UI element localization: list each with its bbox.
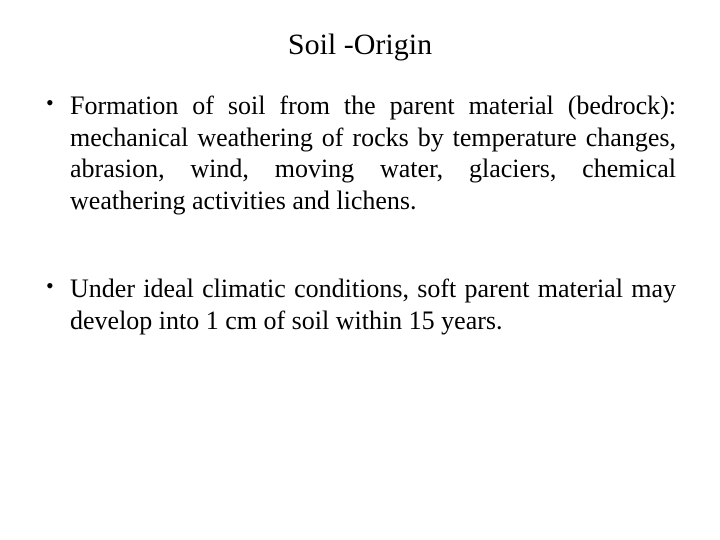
bullet-list: Formation of soil from the parent materi… (44, 90, 676, 336)
bullet-item: Formation of soil from the parent materi… (44, 90, 676, 217)
slide-title: Soil -Origin (44, 28, 676, 62)
bullet-item: Under ideal climatic conditions, soft pa… (44, 273, 676, 336)
